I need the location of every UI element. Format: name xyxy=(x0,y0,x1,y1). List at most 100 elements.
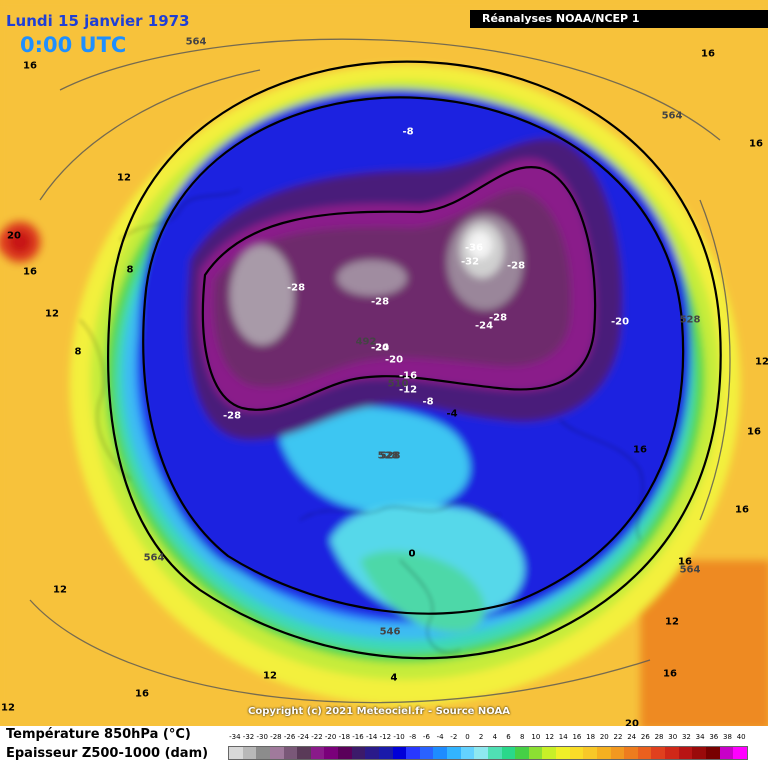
legend-tick: 20 xyxy=(599,733,609,741)
temperature-label: -36 xyxy=(464,242,484,254)
legend-color-cell xyxy=(637,747,652,759)
legend-tick: -16 xyxy=(352,733,364,741)
legend-tick: -24 xyxy=(297,733,309,741)
temperature-label: 16 xyxy=(678,556,692,568)
legend-tick: -6 xyxy=(422,733,430,741)
temperature-label: -16 xyxy=(398,370,418,382)
legend-color-cell xyxy=(515,747,529,759)
legend-color-cell xyxy=(392,747,407,759)
legend-color-cell xyxy=(678,747,693,759)
temperature-label: -32 xyxy=(460,256,480,268)
legend-tick: 6 xyxy=(506,733,511,741)
temperature-label: 12 xyxy=(263,670,277,682)
legend-color-cell xyxy=(474,747,488,759)
legend-tick: 16 xyxy=(572,733,582,741)
temperature-label: 4 xyxy=(390,672,398,684)
legend-color-cell xyxy=(596,747,611,759)
legend-tick: -28 xyxy=(270,733,282,741)
temperature-label: -4 xyxy=(446,408,458,420)
legend-tick: -20 xyxy=(324,733,337,741)
legend-tick: 26 xyxy=(640,733,650,741)
temperature-label: -28 xyxy=(370,296,390,308)
source-label: Réanalyses NOAA/NCEP 1 xyxy=(470,10,768,28)
legend-tick: -14 xyxy=(365,733,378,741)
legend-tick: -26 xyxy=(283,733,296,741)
temperature-label: 16 xyxy=(23,60,37,72)
legend-color-cell xyxy=(528,747,543,759)
legend-color-cell xyxy=(229,747,243,759)
temperature-label: 12 xyxy=(755,356,768,368)
legend-tick: -8 xyxy=(409,733,417,741)
copyright-notice: Copyright (c) 2021 Meteociel.fr - Source… xyxy=(248,706,510,717)
legend-color-cell xyxy=(378,747,393,759)
legend-tick: 32 xyxy=(681,733,691,741)
legend-tick: -2 xyxy=(450,733,458,741)
temperature-label: 20 xyxy=(625,718,639,730)
temperature-label: 16 xyxy=(135,688,149,700)
legend-color-cell xyxy=(365,747,379,759)
temperature-label: 8 xyxy=(74,346,82,358)
temperature-label: 20 xyxy=(7,230,21,242)
legend-color-cell xyxy=(583,747,597,759)
legend-tick: -30 xyxy=(256,733,268,741)
legend-color-cell xyxy=(542,747,556,759)
thickness-label: 510 xyxy=(387,378,409,390)
legend-tick: 8 xyxy=(519,733,525,741)
legend-tick: -22 xyxy=(311,733,323,741)
legend-tick: -32 xyxy=(242,733,255,741)
map-date: Lundi 15 janvier 1973 xyxy=(6,12,190,30)
thickness-label: 564 xyxy=(661,110,683,122)
temperature-label: 16 xyxy=(23,266,37,278)
temperature-label: 0 xyxy=(408,548,416,560)
legend-tick: 0 xyxy=(465,733,470,741)
legend-color-cell xyxy=(665,747,679,759)
legend-color-cell xyxy=(256,747,270,759)
legend-tick: 18 xyxy=(586,733,596,741)
temperature-label: 12 xyxy=(53,584,67,596)
legend-tick: 12 xyxy=(545,733,555,741)
temperature-label: 12 xyxy=(665,616,679,628)
legend-color-cell xyxy=(692,747,706,759)
legend-tick: 2 xyxy=(478,733,484,741)
legend-tick: 22 xyxy=(613,733,623,741)
temperature-label: -8 xyxy=(422,396,434,408)
legend-tick: 4 xyxy=(492,733,498,741)
temperature-label: -12 xyxy=(398,384,418,396)
legend-tick: -34 xyxy=(229,733,241,741)
legend-tick-labels: -34 -32 -30 -28 -26 -24 -22 -20 -18 -16 -14 -12 -10-… xyxy=(228,733,748,743)
legend-color-cell xyxy=(624,747,638,759)
temperature-label: -24 xyxy=(474,320,494,332)
legend-color-cell xyxy=(733,747,747,759)
legend-color-cell xyxy=(487,747,502,759)
legend-color-cell xyxy=(297,747,311,759)
legend-tick: 38 xyxy=(723,733,732,741)
temperature-label: 16 xyxy=(747,426,761,438)
thickness-label: 528 xyxy=(679,314,701,326)
legend-tick: 36 xyxy=(709,733,719,741)
legend-color-cell xyxy=(310,747,325,759)
legend-color-cell xyxy=(283,747,298,759)
temperature-label: 4 xyxy=(390,672,398,684)
thickness-label: 564 xyxy=(185,36,207,48)
thickness-label: 564 xyxy=(679,564,701,576)
temperature-label: 16 xyxy=(663,668,677,680)
thickness-contours xyxy=(107,60,722,660)
temperature-label: -28 xyxy=(488,312,508,324)
legend-color-cell xyxy=(324,747,338,759)
legend-color-cell xyxy=(419,747,434,759)
legend-tick: 14 xyxy=(558,733,568,741)
temperature-label: 8 xyxy=(126,264,134,276)
legend-color-cell xyxy=(338,747,352,759)
legend-color-cell xyxy=(501,747,516,759)
map-time: 0:00 UTC xyxy=(20,33,127,57)
temperature-label: 16 xyxy=(701,48,715,60)
temperature-label: -28 xyxy=(222,410,242,422)
legend-color-cell xyxy=(447,747,461,759)
temperature-label: -20 xyxy=(610,316,630,328)
thickness-label: 492 xyxy=(355,336,377,348)
legend-tick: 30 xyxy=(668,733,678,741)
legend-tick: -12 xyxy=(379,733,392,741)
temperature-label: -20 xyxy=(370,342,390,354)
